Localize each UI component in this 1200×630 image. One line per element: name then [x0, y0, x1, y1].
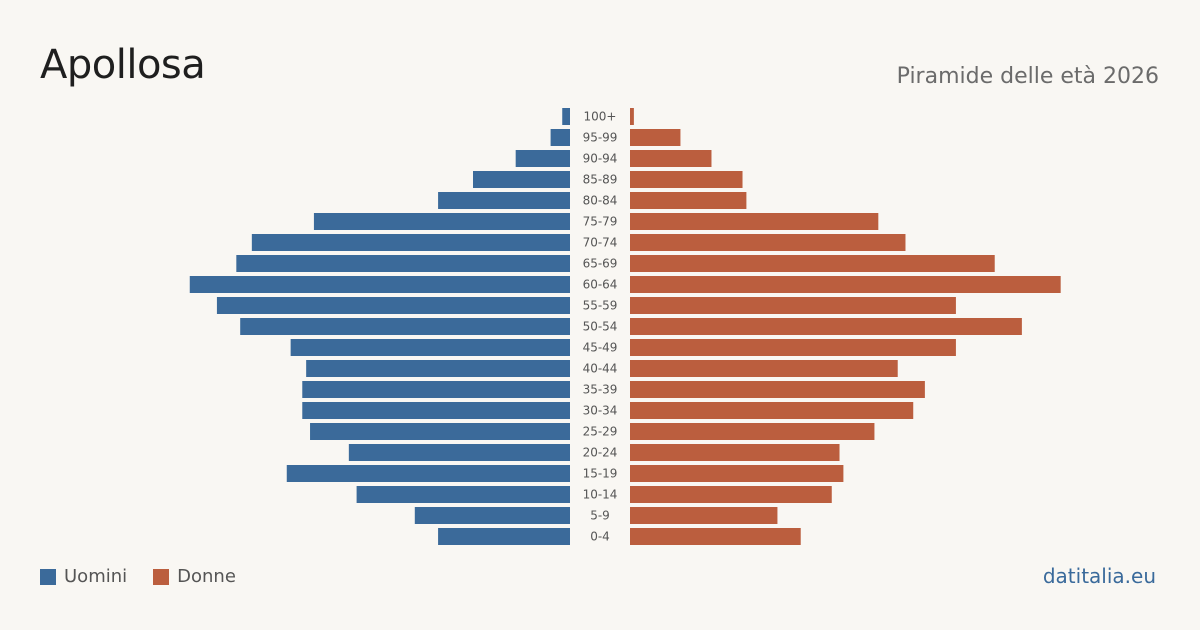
bar-men-95-99: [550, 129, 570, 146]
legend-swatch-men: [40, 568, 56, 585]
bar-men-35-39: [302, 381, 570, 398]
age-label-40-44: 40-44: [583, 362, 618, 376]
bar-men-100+: [562, 108, 570, 125]
bar-women-75-79: [630, 213, 879, 230]
bar-women-85-89: [630, 171, 743, 188]
bar-women-10-14: [630, 486, 832, 503]
bar-men-60-64: [189, 276, 570, 293]
age-label-35-39: 35-39: [583, 383, 618, 397]
bar-women-70-74: [630, 234, 906, 251]
age-label-5-9: 5-9: [590, 509, 610, 523]
bar-women-40-44: [630, 360, 898, 377]
bar-women-25-29: [630, 423, 875, 440]
bar-men-15-19: [286, 465, 570, 482]
bar-women-20-24: [630, 444, 840, 461]
bar-men-45-49: [290, 339, 570, 356]
age-label-90-94: 90-94: [583, 152, 618, 166]
bar-men-55-59: [216, 297, 571, 314]
age-label-50-54: 50-54: [583, 320, 618, 334]
bar-men-90-94: [515, 150, 570, 167]
men-bars: [189, 108, 571, 545]
age-label-55-59: 55-59: [583, 299, 618, 313]
age-label-30-34: 30-34: [583, 404, 618, 418]
bar-women-90-94: [630, 150, 712, 167]
bar-women-30-34: [630, 402, 914, 419]
bar-men-65-69: [236, 255, 570, 272]
bar-women-45-49: [630, 339, 956, 356]
bar-women-15-19: [630, 465, 844, 482]
age-label-45-49: 45-49: [583, 341, 618, 355]
age-label-10-14: 10-14: [583, 488, 618, 502]
bar-women-95-99: [630, 129, 681, 146]
age-label-100+: 100+: [584, 110, 617, 124]
bar-men-10-14: [356, 486, 570, 503]
bar-men-70-74: [251, 234, 570, 251]
chart-title: Apollosa: [40, 42, 206, 88]
age-label-0-4: 0-4: [590, 530, 610, 544]
age-label-70-74: 70-74: [583, 236, 618, 250]
legend-item-women: Donne: [153, 566, 236, 587]
age-label-25-29: 25-29: [583, 425, 618, 439]
bar-men-75-79: [313, 213, 570, 230]
bar-men-40-44: [306, 360, 570, 377]
bar-women-100+: [630, 108, 634, 125]
bar-men-5-9: [414, 507, 570, 524]
source-link[interactable]: datitalia.eu: [1042, 564, 1156, 588]
age-label-60-64: 60-64: [583, 278, 618, 292]
age-labels: 100+ 95-99 90-94 85-89 80-84 75-79 70-74 65-69 6…: [583, 110, 618, 544]
legend-swatch-women: [153, 568, 170, 585]
bar-men-50-54: [240, 318, 570, 335]
bar-women-80-84: [630, 192, 747, 209]
age-label-20-24: 20-24: [583, 446, 618, 460]
bar-men-20-24: [348, 444, 570, 461]
bar-women-0-4: [630, 528, 801, 545]
bar-men-80-84: [438, 192, 570, 209]
age-label-65-69: 65-69: [583, 257, 618, 271]
legend-item-men: Uomini: [40, 566, 127, 587]
bar-women-60-64: [630, 276, 1061, 293]
bar-women-55-59: [630, 297, 956, 314]
bar-women-35-39: [630, 381, 925, 398]
legend-label-women: Donne: [177, 566, 236, 587]
bar-women-50-54: [630, 318, 1022, 335]
women-bars: [630, 108, 1061, 545]
legend-label-men: Uomini: [64, 566, 128, 587]
bar-men-30-34: [302, 402, 570, 419]
age-label-75-79: 75-79: [583, 215, 618, 229]
age-label-15-19: 15-19: [583, 467, 618, 481]
bar-men-25-29: [310, 423, 570, 440]
chart-subtitle: Piramide delle età 2026: [896, 64, 1159, 89]
age-label-95-99: 95-99: [583, 131, 618, 145]
legend: Uomini Donne: [40, 566, 262, 587]
bar-men-0-4: [438, 528, 570, 545]
age-label-85-89: 85-89: [583, 173, 618, 187]
bar-women-65-69: [630, 255, 995, 272]
age-label-80-84: 80-84: [583, 194, 618, 208]
bar-men-85-89: [473, 171, 570, 188]
bar-women-5-9: [630, 507, 778, 524]
